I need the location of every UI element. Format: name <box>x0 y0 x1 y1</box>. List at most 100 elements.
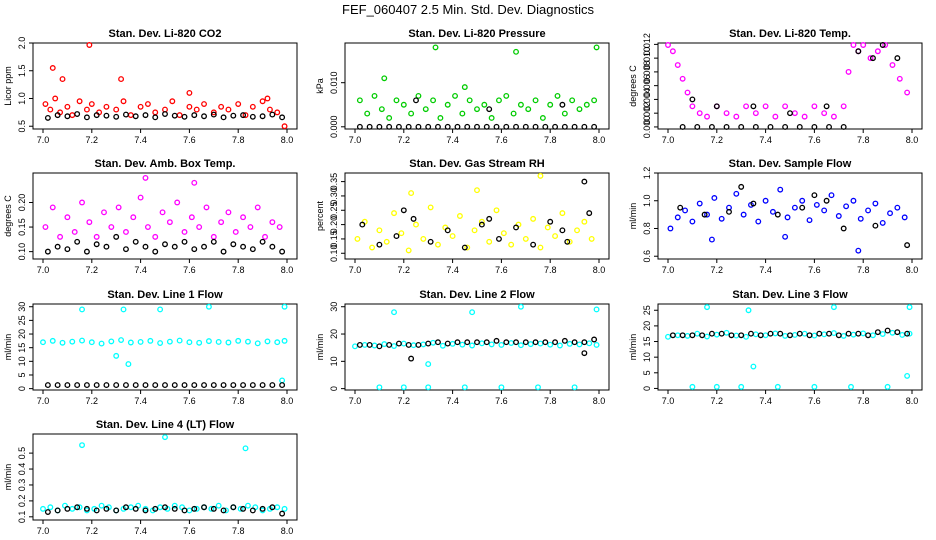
data-point <box>44 114 51 121</box>
data-point <box>679 332 686 339</box>
data-point <box>466 97 473 104</box>
panel-4: Stan. Dev. Amb. Box Temp. degrees C 7.0 7.2… <box>3 158 298 275</box>
data-point <box>181 238 188 245</box>
data-point <box>669 48 676 55</box>
series-1 <box>40 434 288 514</box>
data-point <box>593 342 600 348</box>
data-point <box>708 123 715 130</box>
y-tick-label: 0.35 <box>329 173 339 191</box>
y-tick-label: 0 <box>17 386 27 391</box>
data-point <box>400 207 407 214</box>
data-point <box>752 123 759 130</box>
data-point <box>422 106 429 113</box>
data-point <box>427 204 434 211</box>
data-point <box>391 343 397 349</box>
data-point <box>743 333 750 340</box>
data-point <box>733 332 740 339</box>
data-point <box>821 331 828 338</box>
data-point <box>279 248 286 255</box>
data-point <box>522 123 529 130</box>
data-point <box>413 97 419 104</box>
data-point <box>361 342 368 348</box>
series-1 <box>42 174 283 240</box>
panel-3: Stan. Dev. Li-820 Temp. degrees C 7.0 7.2 7.… <box>628 28 923 145</box>
data-point <box>415 123 422 130</box>
x-tick-label: 8.0 <box>281 396 294 406</box>
data-point <box>220 114 227 121</box>
x-tick-label: 7.4 <box>759 265 772 275</box>
data-point <box>76 504 83 511</box>
panel-title: Stan. Dev. Sample Flow <box>729 158 852 170</box>
data-point <box>581 218 588 225</box>
data-point <box>152 382 159 389</box>
data-point <box>439 342 446 349</box>
data-point <box>782 233 789 240</box>
data-point <box>791 204 798 211</box>
data-point <box>444 101 451 108</box>
data-point <box>276 224 283 231</box>
data-point <box>93 112 100 119</box>
data-point <box>208 505 215 512</box>
data-point <box>857 215 864 222</box>
panel-2: Stan. Dev. Li-820 Pressure kPa 7.0 7.2 7.4 7.… <box>315 28 610 145</box>
data-point <box>848 383 854 390</box>
data-point <box>386 123 393 130</box>
x-tick-label: 7.8 <box>857 265 870 275</box>
data-point <box>728 332 735 339</box>
data-point <box>74 111 81 117</box>
data-point <box>254 204 261 211</box>
data-point <box>483 123 490 130</box>
y-tick-label: 0.15 <box>329 230 339 248</box>
data-point <box>435 241 441 248</box>
data-point <box>356 97 363 104</box>
data-point <box>49 65 56 71</box>
data-point <box>186 89 193 96</box>
data-point <box>733 190 740 197</box>
data-point <box>823 197 830 204</box>
panel-title: Stan. Dev. Line 4 (LT) Flow <box>96 419 235 431</box>
data-point <box>459 341 466 348</box>
data-point <box>860 330 867 337</box>
data-point <box>191 179 198 186</box>
data-point <box>108 338 115 345</box>
data-point <box>242 445 249 452</box>
data-point <box>186 507 193 514</box>
x-tick-label: 7.8 <box>232 396 245 406</box>
data-point <box>835 213 842 219</box>
data-point <box>64 214 71 221</box>
data-point <box>376 384 383 391</box>
plot-frame <box>344 303 610 391</box>
x-tick-label: 7.2 <box>711 135 724 145</box>
y-tick-label: 10 <box>17 356 27 366</box>
data-point <box>59 339 66 346</box>
x-tick-label: 8.0 <box>593 396 606 406</box>
data-point <box>684 89 691 96</box>
data-point <box>872 200 879 207</box>
data-point <box>274 109 281 116</box>
data-point <box>400 340 407 347</box>
data-point <box>435 339 441 346</box>
data-point <box>383 238 390 245</box>
x-tick-label: 7.2 <box>86 526 99 536</box>
data-point <box>281 337 288 344</box>
data-point <box>88 339 95 346</box>
data-point <box>559 227 566 234</box>
data-point <box>169 98 176 105</box>
data-point <box>42 224 49 231</box>
data-point <box>127 504 134 511</box>
y-tick-label: 20 <box>329 329 339 339</box>
data-point <box>581 350 588 357</box>
data-point <box>408 190 415 197</box>
data-point <box>821 207 828 214</box>
data-point <box>806 332 813 339</box>
data-point <box>564 238 571 245</box>
y-tick-label: 0.000 <box>642 116 652 139</box>
x-tick-label: 8.0 <box>906 265 919 275</box>
y-tick-label: 0.3 <box>17 479 27 492</box>
data-point <box>144 101 151 107</box>
x-tick-label: 7.0 <box>349 396 362 406</box>
data-point <box>750 363 757 370</box>
x-tick-label: 8.0 <box>281 526 294 536</box>
y-tick-label: 10 <box>329 356 339 366</box>
